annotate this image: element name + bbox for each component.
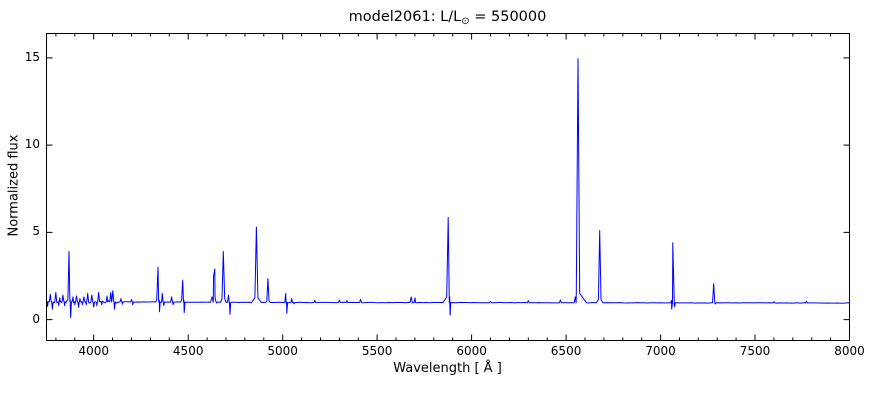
- spectrum-line: [46, 58, 850, 318]
- y-tick-label: 5: [32, 224, 40, 239]
- y-tick-label: 0: [32, 311, 40, 326]
- x-tick-label: 4500: [172, 344, 204, 358]
- x-tick-label: 8000: [834, 344, 865, 358]
- axis-ticks: [46, 33, 850, 341]
- tick-marks: [46, 33, 850, 341]
- x-tick-label: 5000: [267, 344, 298, 358]
- x-tick-label: 6500: [550, 344, 582, 358]
- x-tick-label: 6000: [456, 344, 487, 358]
- x-tick-label: 7000: [645, 344, 676, 358]
- y-tick-label: 10: [24, 137, 40, 152]
- x-tick-label: 7500: [739, 344, 771, 358]
- x-tick-label: 4000: [78, 344, 109, 358]
- x-tick-label: 5500: [361, 344, 393, 358]
- plot-title-prefix: model2061: L/L: [348, 9, 462, 25]
- x-axis-label: Wavelength [ Å ]: [393, 361, 502, 376]
- plot-title-suffix: = 550000: [469, 9, 547, 25]
- plot-title: model2061: L/L⊙ = 550000: [46, 9, 849, 27]
- y-tick-label: 15: [24, 49, 40, 64]
- sun-symbol: ⊙: [461, 16, 470, 27]
- plot-frame: [46, 33, 850, 341]
